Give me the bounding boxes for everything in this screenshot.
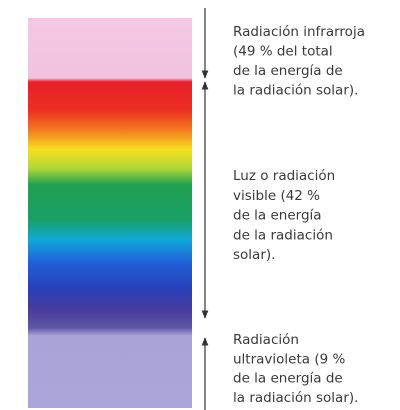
band-label-line: solar). [233, 247, 275, 263]
band-label-line: de la energía de [233, 63, 343, 79]
band-label-line: de la radiación [233, 227, 333, 243]
band-label-line: visible (42 % [233, 188, 320, 204]
band-label-line: Luz o radiación [233, 168, 335, 184]
band-label-line: Radiación infrarroja [233, 24, 365, 40]
band-label-line: la radiación solar). [233, 83, 358, 99]
band-label-line: de la energía [233, 208, 322, 224]
band-label-line: de la energía de [233, 371, 343, 387]
labels: Radiación infrarroja (49 % del total de la… [233, 24, 365, 406]
band-label-line: Radiación [233, 332, 299, 348]
spectrum-bar [28, 18, 192, 408]
band-label-line: ultravioleta (9 % [233, 351, 345, 367]
band-label-line: (49 % del total [233, 44, 333, 60]
band-label-line: la radiación solar). [233, 390, 358, 406]
